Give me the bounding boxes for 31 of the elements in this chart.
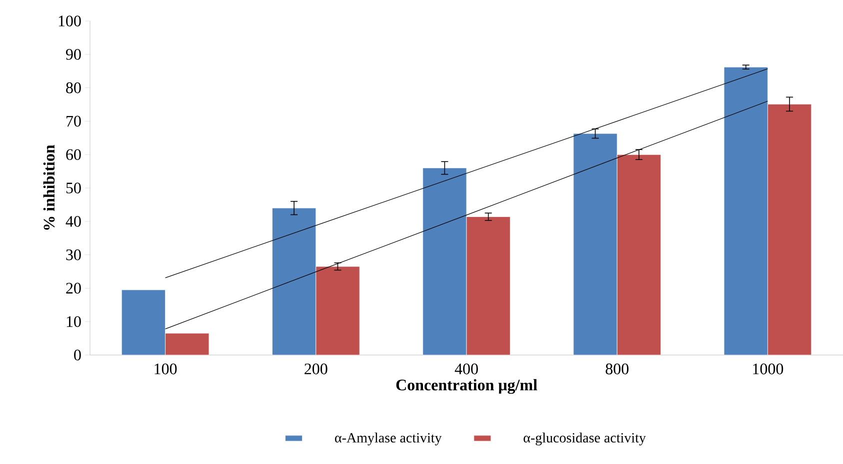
x-tick-label: 100 — [154, 364, 177, 374]
y-tick-label: 90 — [66, 49, 81, 60]
bar — [422, 168, 467, 355]
y-tick-label: 40 — [66, 216, 81, 227]
y-tick-label: 100 — [58, 16, 81, 26]
y-tick-label: 50 — [66, 182, 81, 194]
x-tick-label: 1000 — [753, 364, 784, 374]
x-tick-label: 200 — [304, 364, 328, 374]
bar — [272, 208, 316, 355]
legend-label: α-glucosidase activity — [524, 432, 646, 446]
bar — [466, 216, 510, 355]
y-tick-label: 80 — [66, 82, 81, 94]
bar — [316, 266, 360, 355]
y-tick-label: 60 — [66, 149, 81, 160]
x-axis-title: Concentration μg/ml — [396, 379, 538, 394]
y-axis-title: % inhibition — [43, 144, 55, 230]
y-tick-label: 20 — [66, 282, 81, 294]
y-tick-label: 10 — [66, 316, 81, 327]
y-tick-label: 0 — [74, 350, 81, 360]
bar — [121, 290, 166, 355]
bar — [573, 133, 618, 355]
legend-label: α-Amylase activity — [335, 432, 442, 446]
line-series — [165, 100, 768, 330]
bar — [616, 154, 661, 355]
y-tick-label: 30 — [66, 249, 81, 260]
x-tick-label: 400 — [454, 364, 478, 374]
bar — [768, 104, 812, 355]
y-tick-label: 70 — [66, 116, 81, 127]
bar — [165, 333, 210, 355]
x-tick-label: 800 — [606, 364, 628, 374]
bar — [724, 66, 768, 355]
